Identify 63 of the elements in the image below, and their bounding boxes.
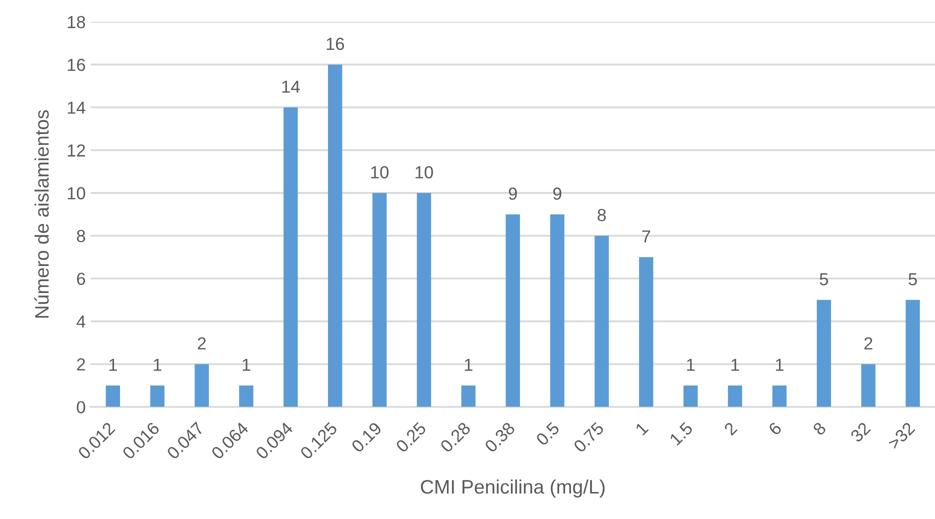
bar [416,192,432,407]
data-label: 2 [198,337,206,350]
x-tick-label: 8 [812,421,827,436]
y-tick-label: 18 [68,16,86,28]
x-axis-title: CMI Penicilina (mg/L) [420,479,605,498]
data-label: 9 [553,188,562,200]
bar [106,386,120,407]
bar [461,386,476,407]
data-label: 1 [687,358,695,371]
y-tick-label: 0 [76,401,86,414]
bar [550,214,564,407]
x-tick-label: 0.75 [572,421,605,454]
x-tick-label: 0.28 [440,421,472,454]
bar [594,236,609,407]
bar [239,386,254,407]
x-tick-label: 0.25 [395,421,427,454]
y-tick-label: 2 [77,358,85,370]
data-label: 1 [109,358,117,371]
data-label: 5 [908,273,917,286]
bar [639,257,654,407]
bar [328,64,342,407]
bar [772,386,787,407]
x-tick-label: 1 [634,422,649,436]
y-tick-label: 10 [68,187,86,200]
data-label: 14 [282,80,300,93]
bar [284,107,298,407]
bar [728,386,742,407]
bar [506,214,520,407]
x-tick-label: 0.5 [535,421,560,446]
data-label: 5 [820,273,828,286]
x-tick-label: 32 [850,422,872,443]
x-tick-label: 0.19 [350,422,382,454]
x-tick-label: 6 [768,421,782,436]
data-label: 1 [154,358,162,371]
bar [150,386,164,407]
bar [194,364,209,407]
data-label: 10 [416,166,433,178]
y-tick-label: 12 [68,144,85,156]
bar [906,300,920,407]
y-tick-label: 16 [68,58,86,72]
bar [861,364,876,407]
bar [683,386,698,407]
bar [372,192,387,407]
x-tick-label: 1.5 [669,422,694,446]
y-tick-label: 4 [76,316,86,328]
x-tick-label: 0.38 [484,421,516,454]
bar [816,300,832,407]
data-label: 1 [464,358,472,371]
data-label: 1 [242,358,250,371]
data-label: 2 [864,337,872,350]
data-label: 1 [776,358,784,371]
x-tick-label: >32 [887,422,916,450]
data-label: 7 [642,230,650,242]
data-label: 8 [598,208,606,222]
data-label: 1 [732,358,740,371]
y-tick-label: 6 [77,272,86,285]
data-label: 16 [326,38,344,50]
y-axis-title: Número de aislamientos [34,110,49,318]
y-tick-label: 14 [68,102,86,114]
x-tick-label: 2 [723,422,738,436]
y-tick-label: 8 [76,230,86,242]
data-label: 9 [508,188,517,200]
data-label: 10 [371,166,389,178]
